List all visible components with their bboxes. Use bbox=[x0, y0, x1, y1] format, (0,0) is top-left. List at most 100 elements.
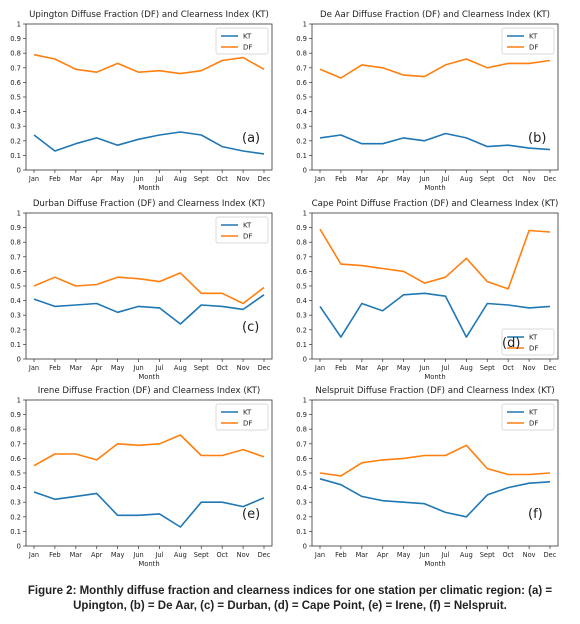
x-tick-label: May bbox=[397, 551, 411, 559]
legend: KT DF bbox=[215, 27, 269, 55]
x-tick-label: Sept bbox=[194, 551, 209, 559]
x-tick-label: Mar bbox=[70, 175, 83, 183]
y-tick-label: 0.7 bbox=[296, 64, 307, 72]
y-tick-label: 0.3 bbox=[10, 123, 21, 131]
x-axis-label: Month bbox=[138, 560, 159, 568]
series-line-kt bbox=[33, 131, 265, 155]
y-tick-label: 0.7 bbox=[296, 440, 307, 448]
y-tick-label: 0.8 bbox=[10, 50, 21, 58]
x-tick-label: Dec bbox=[544, 175, 557, 183]
series-line-kt bbox=[33, 491, 265, 528]
x-tick-label: Feb bbox=[49, 551, 61, 559]
legend-label-kt: KT bbox=[243, 222, 252, 230]
y-tick-label: 1 bbox=[17, 21, 21, 29]
x-tick-label: Mar bbox=[70, 364, 83, 372]
chart-panel-5: Irene Diffuse Fraction (DF) and Clearnes… bbox=[10, 386, 273, 568]
x-tick-label: Aug bbox=[460, 551, 473, 559]
y-tick-label: 0.2 bbox=[10, 513, 21, 521]
series-line-kt bbox=[319, 478, 551, 518]
y-tick-label: 0.3 bbox=[296, 123, 307, 131]
series-line-df bbox=[319, 58, 551, 79]
legend-label-kt: KT bbox=[243, 409, 252, 417]
legend-label-kt: KT bbox=[529, 334, 538, 342]
x-tick-label: Feb bbox=[49, 175, 61, 183]
y-tick-label: 0.9 bbox=[10, 35, 21, 43]
y-tick-label: 0.9 bbox=[296, 224, 307, 232]
y-tick-label: 0.8 bbox=[10, 426, 21, 434]
y-tick-label: 0.2 bbox=[10, 137, 21, 145]
y-tick-label: 0.6 bbox=[10, 268, 21, 276]
y-tick-label: 0.7 bbox=[296, 253, 307, 261]
y-tick-label: 1 bbox=[303, 397, 307, 405]
legend-label-df: DF bbox=[529, 44, 538, 52]
x-tick-label: May bbox=[397, 175, 411, 183]
y-tick-label: 0.3 bbox=[10, 312, 21, 320]
y-tick-label: 0.5 bbox=[10, 94, 21, 102]
x-tick-label: Jan bbox=[28, 175, 39, 183]
y-tick-label: 0.4 bbox=[296, 108, 307, 116]
chart-panel-6: Nelspruit Diffuse Fraction (DF) and Clea… bbox=[296, 386, 559, 568]
y-tick-label: 0.5 bbox=[10, 283, 21, 291]
x-tick-label: Feb bbox=[335, 364, 347, 372]
panel-label: (c) bbox=[242, 320, 259, 335]
y-tick-label: 0.3 bbox=[296, 312, 307, 320]
legend-label-df: DF bbox=[243, 233, 252, 241]
x-tick-label: Jul bbox=[154, 551, 163, 559]
y-tick-label: 0 bbox=[17, 167, 21, 175]
x-tick-label: Oct bbox=[216, 364, 228, 372]
y-tick-label: 1 bbox=[17, 210, 21, 218]
x-tick-label: Dec bbox=[258, 364, 271, 372]
legend-box bbox=[215, 403, 269, 431]
panel-label: (b) bbox=[528, 131, 546, 146]
x-tick-label: Sept bbox=[194, 175, 209, 183]
x-tick-label: Jun bbox=[418, 364, 429, 372]
x-tick-label: Nov bbox=[237, 551, 250, 559]
panel-label: (d) bbox=[502, 336, 520, 351]
series-line-df bbox=[33, 272, 265, 305]
y-tick-label: 0.6 bbox=[296, 79, 307, 87]
y-tick-label: 0 bbox=[303, 167, 307, 175]
y-tick-label: 0.7 bbox=[10, 253, 21, 261]
x-tick-label: Dec bbox=[258, 551, 271, 559]
y-tick-label: 0.2 bbox=[296, 326, 307, 334]
y-tick-label: 0.6 bbox=[296, 268, 307, 276]
x-axis-label: Month bbox=[424, 184, 445, 192]
series-line-df bbox=[319, 444, 551, 477]
x-axis-label: Month bbox=[424, 560, 445, 568]
chart-title: Durban Diffuse Fraction (DF) and Clearne… bbox=[33, 199, 265, 209]
chart-title: De Aar Diffuse Fraction (DF) and Clearne… bbox=[320, 10, 550, 20]
x-tick-label: Jul bbox=[154, 175, 163, 183]
x-tick-label: Oct bbox=[216, 175, 228, 183]
figure-charts: Upington Diffuse Fraction (DF) and Clear… bbox=[10, 10, 559, 568]
y-tick-label: 0.4 bbox=[296, 484, 307, 492]
chart-title: Cape Point Diffuse Fraction (DF) and Cle… bbox=[312, 199, 559, 209]
x-tick-label: Nov bbox=[237, 364, 250, 372]
legend: KT DF bbox=[501, 328, 555, 356]
y-tick-label: 0.1 bbox=[296, 528, 307, 536]
x-tick-label: May bbox=[111, 175, 125, 183]
legend: KT DF bbox=[215, 403, 269, 431]
x-tick-label: Sept bbox=[480, 364, 495, 372]
x-tick-label: Oct bbox=[216, 551, 228, 559]
series-line-kt bbox=[319, 292, 551, 338]
x-tick-label: Jul bbox=[154, 364, 163, 372]
chart-panel-1: Upington Diffuse Fraction (DF) and Clear… bbox=[10, 10, 273, 192]
x-tick-label: May bbox=[111, 551, 125, 559]
figure-caption: Figure 2: Monthly diffuse fraction and c… bbox=[27, 585, 553, 612]
y-tick-label: 0.4 bbox=[10, 108, 21, 116]
x-tick-label: Oct bbox=[502, 364, 514, 372]
legend: KT DF bbox=[215, 216, 269, 244]
x-tick-label: Apr bbox=[91, 551, 103, 559]
y-tick-label: 0.4 bbox=[10, 484, 21, 492]
y-tick-label: 0.7 bbox=[10, 64, 21, 72]
x-tick-label: Nov bbox=[237, 175, 250, 183]
x-axis-label: Month bbox=[138, 184, 159, 192]
x-tick-label: Jan bbox=[314, 551, 325, 559]
x-tick-label: Jan bbox=[28, 551, 39, 559]
x-tick-label: Jun bbox=[418, 551, 429, 559]
series-line-df bbox=[33, 434, 265, 467]
chart-panel-2: De Aar Diffuse Fraction (DF) and Clearne… bbox=[296, 10, 559, 192]
y-tick-label: 0.5 bbox=[296, 283, 307, 291]
y-tick-label: 0.9 bbox=[10, 411, 21, 419]
series-line-kt bbox=[319, 132, 551, 151]
